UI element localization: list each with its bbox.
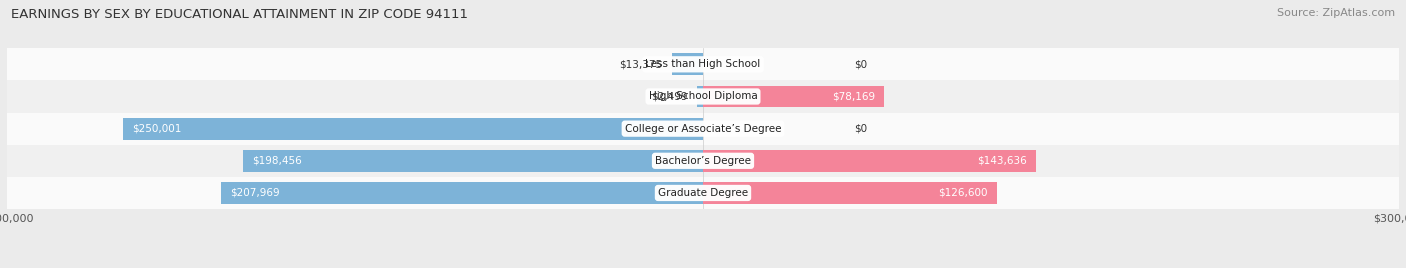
Text: $198,456: $198,456 xyxy=(252,156,302,166)
Bar xyxy=(221,182,703,204)
Text: $0: $0 xyxy=(853,124,868,134)
Text: $143,636: $143,636 xyxy=(977,156,1026,166)
Bar xyxy=(7,177,1399,209)
Text: $13,375: $13,375 xyxy=(620,59,662,69)
Bar xyxy=(703,85,884,107)
Bar xyxy=(703,150,1036,172)
Text: $2,499: $2,499 xyxy=(651,91,688,102)
Bar xyxy=(697,85,703,107)
Bar xyxy=(243,150,703,172)
Text: $0: $0 xyxy=(853,59,868,69)
Text: Less than High School: Less than High School xyxy=(645,59,761,69)
Bar xyxy=(7,80,1399,113)
Text: Bachelor’s Degree: Bachelor’s Degree xyxy=(655,156,751,166)
Bar xyxy=(7,48,1399,80)
Text: $250,001: $250,001 xyxy=(132,124,181,134)
Text: High School Diploma: High School Diploma xyxy=(648,91,758,102)
Bar xyxy=(7,145,1399,177)
Text: EARNINGS BY SEX BY EDUCATIONAL ATTAINMENT IN ZIP CODE 94111: EARNINGS BY SEX BY EDUCATIONAL ATTAINMEN… xyxy=(11,8,468,21)
Bar xyxy=(703,182,997,204)
Text: $126,600: $126,600 xyxy=(938,188,987,198)
Bar xyxy=(672,53,703,75)
Text: College or Associate’s Degree: College or Associate’s Degree xyxy=(624,124,782,134)
Bar xyxy=(7,113,1399,145)
Text: Source: ZipAtlas.com: Source: ZipAtlas.com xyxy=(1277,8,1395,18)
Text: $78,169: $78,169 xyxy=(832,91,875,102)
Text: $207,969: $207,969 xyxy=(229,188,280,198)
Text: Graduate Degree: Graduate Degree xyxy=(658,188,748,198)
Bar xyxy=(122,118,703,140)
